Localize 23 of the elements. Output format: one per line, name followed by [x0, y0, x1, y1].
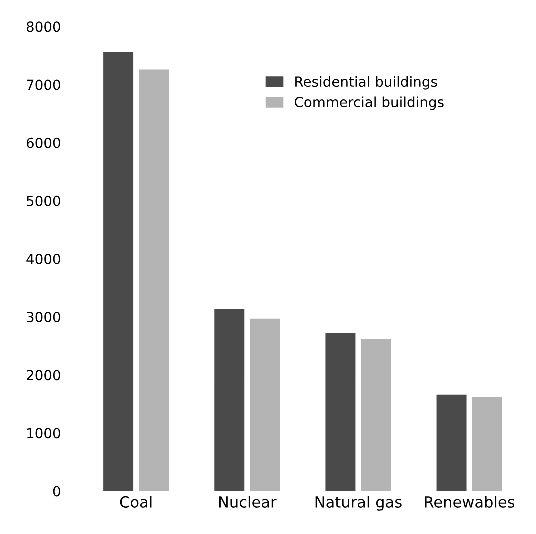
x-tick-label: Natural gas	[316, 496, 402, 511]
y-tick-label: 4000	[26, 254, 60, 264]
y-tick-label: 0	[53, 486, 60, 497]
bar	[472, 397, 502, 492]
y-tick-label: 5000	[27, 196, 60, 206]
y-tick-label: 2000	[27, 370, 60, 381]
bar	[104, 52, 134, 492]
legend-label: Residential buildings	[296, 76, 438, 90]
x-tick-label: Coal	[120, 496, 152, 508]
y-tick-label: 6000	[26, 138, 60, 148]
legend-label: Commercial buildings	[294, 96, 444, 110]
x-tick-label: Renewables	[425, 496, 515, 508]
bar	[361, 339, 392, 492]
y-tick-label: 8000	[26, 22, 60, 32]
bar	[214, 310, 245, 492]
bar	[250, 318, 280, 492]
bar	[326, 333, 356, 492]
y-tick-label: 1000	[28, 428, 60, 439]
y-tick-label: 7000	[27, 80, 60, 90]
bar	[139, 70, 170, 492]
y-tick-label: 3000	[27, 312, 60, 323]
x-tick-label: Nuclear	[220, 496, 277, 508]
bar	[436, 394, 467, 492]
